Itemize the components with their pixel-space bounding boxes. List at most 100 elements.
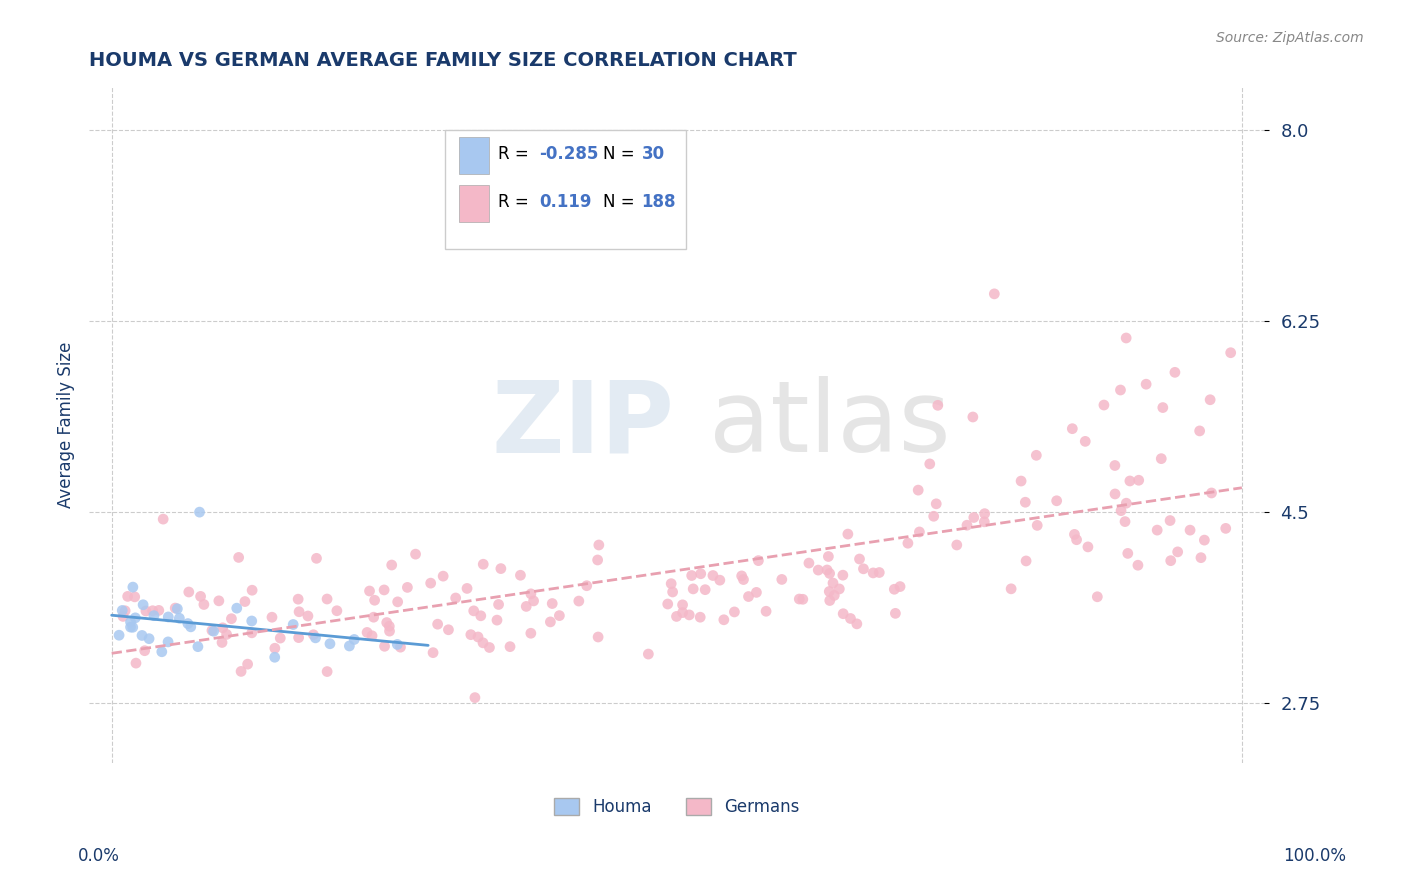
- Point: [538, 615, 561, 629]
- Point: [852, 562, 875, 576]
- Point: [1114, 515, 1136, 529]
- Point: [124, 590, 146, 604]
- Point: [1150, 451, 1173, 466]
- Point: [588, 538, 610, 552]
- Point: [378, 624, 401, 639]
- Point: [228, 550, 250, 565]
- Text: 100.0%: 100.0%: [1284, 847, 1346, 865]
- Point: [177, 585, 200, 599]
- Point: [152, 512, 174, 526]
- Point: [478, 640, 501, 655]
- Point: [907, 483, 929, 497]
- Point: [363, 593, 385, 607]
- Point: [463, 604, 485, 618]
- Point: [682, 582, 704, 596]
- Point: [1046, 493, 1069, 508]
- Point: [150, 645, 173, 659]
- Point: [848, 552, 870, 566]
- Point: [121, 620, 143, 634]
- Point: [356, 625, 378, 640]
- Point: [883, 582, 905, 597]
- Point: [444, 591, 467, 605]
- Point: [148, 603, 170, 617]
- Point: [1025, 448, 1047, 462]
- Point: [837, 527, 859, 541]
- Point: [747, 554, 769, 568]
- Point: [983, 286, 1005, 301]
- Point: [1188, 424, 1211, 438]
- Point: [125, 656, 148, 670]
- Point: [925, 497, 948, 511]
- Point: [797, 556, 820, 570]
- Point: [845, 616, 868, 631]
- Point: [1159, 514, 1181, 528]
- Point: [456, 582, 478, 596]
- Point: [884, 607, 907, 621]
- Point: [1062, 422, 1084, 436]
- Point: [157, 610, 180, 624]
- Text: R =: R =: [498, 145, 534, 163]
- Point: [1194, 533, 1216, 548]
- Point: [737, 590, 759, 604]
- Point: [1119, 474, 1142, 488]
- Point: [671, 598, 693, 612]
- Point: [689, 610, 711, 624]
- Point: [188, 505, 211, 519]
- Point: [460, 628, 482, 642]
- Point: [378, 619, 401, 633]
- Point: [770, 573, 793, 587]
- Point: [832, 607, 855, 621]
- FancyBboxPatch shape: [446, 130, 686, 249]
- Point: [405, 547, 427, 561]
- Point: [288, 605, 311, 619]
- Point: [215, 627, 238, 641]
- Text: -0.285: -0.285: [540, 145, 599, 163]
- Point: [723, 605, 745, 619]
- Point: [713, 613, 735, 627]
- Point: [1074, 434, 1097, 449]
- Point: [1167, 545, 1189, 559]
- FancyBboxPatch shape: [460, 185, 489, 222]
- Point: [1092, 398, 1115, 412]
- Point: [229, 665, 252, 679]
- Point: [142, 604, 165, 618]
- Point: [927, 398, 949, 412]
- Point: [373, 582, 395, 597]
- Point: [1000, 582, 1022, 596]
- Point: [302, 628, 325, 642]
- Point: [316, 665, 339, 679]
- Point: [1026, 518, 1049, 533]
- Point: [973, 507, 995, 521]
- Point: [702, 568, 724, 582]
- Point: [387, 595, 409, 609]
- Point: [157, 635, 180, 649]
- Text: HOUMA VS GERMAN AVERAGE FAMILY SIZE CORRELATION CHART: HOUMA VS GERMAN AVERAGE FAMILY SIZE CORR…: [89, 51, 797, 70]
- Point: [520, 587, 543, 601]
- Point: [839, 611, 862, 625]
- Point: [343, 632, 366, 647]
- Point: [132, 598, 155, 612]
- Point: [464, 690, 486, 705]
- Text: 0.119: 0.119: [540, 193, 592, 211]
- Point: [472, 636, 495, 650]
- Point: [678, 607, 700, 622]
- Point: [263, 650, 285, 665]
- Point: [437, 623, 460, 637]
- Y-axis label: Average Family Size: Average Family Size: [58, 342, 75, 508]
- Point: [548, 608, 571, 623]
- Point: [973, 515, 995, 529]
- Point: [316, 592, 339, 607]
- Point: [319, 637, 342, 651]
- Text: 30: 30: [641, 145, 665, 163]
- Point: [177, 616, 200, 631]
- Point: [263, 641, 285, 656]
- Point: [962, 409, 984, 424]
- Point: [187, 640, 209, 654]
- Point: [297, 609, 319, 624]
- Point: [485, 613, 508, 627]
- Point: [337, 639, 360, 653]
- Point: [1135, 377, 1157, 392]
- Point: [381, 558, 404, 572]
- Point: [240, 614, 263, 628]
- Point: [114, 604, 136, 618]
